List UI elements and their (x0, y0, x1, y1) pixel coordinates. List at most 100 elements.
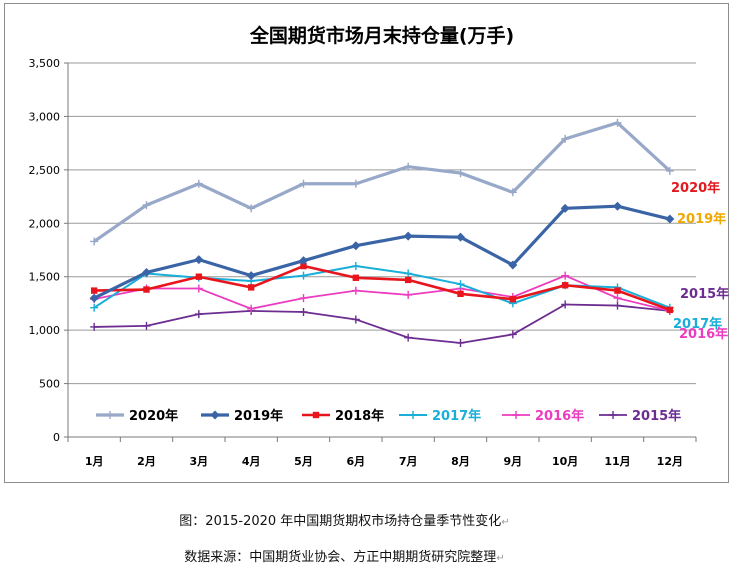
x-tick-label: 6月 (347, 455, 366, 468)
data-point (194, 284, 203, 293)
legend-marker (312, 411, 320, 419)
data-point (299, 271, 308, 280)
data-point (508, 330, 517, 339)
x-tick-label: 8月 (451, 455, 470, 468)
y-tick-label: 2,500 (29, 164, 61, 177)
y-tick-label: 2,000 (29, 217, 61, 230)
data-point (247, 284, 255, 291)
series-line-2015年 (94, 303, 670, 344)
data-point (89, 293, 99, 303)
y-tick-label: 1,500 (29, 271, 61, 284)
data-point (90, 287, 98, 294)
return-mark: ↵ (501, 517, 510, 528)
data-point (509, 295, 517, 303)
x-tick-label: 12月 (657, 455, 683, 468)
data-point (247, 304, 256, 313)
data-point (143, 286, 150, 293)
source-caption-text: 数据来源：中国期货业协会、方正中期期货研究院整理 (184, 550, 497, 565)
y-tick-label: 500 (39, 378, 60, 391)
x-tick-label: 5月 (294, 455, 313, 468)
y-tick-label: 0 (53, 431, 60, 444)
x-tick-label: 10月 (552, 455, 578, 468)
legend-marker (609, 411, 617, 419)
legend-marker (409, 411, 417, 419)
data-point (299, 294, 308, 303)
legend-marker (210, 410, 220, 420)
data-point (142, 201, 151, 210)
data-point (456, 280, 465, 289)
data-point (666, 306, 674, 314)
x-tick-label: 11月 (604, 455, 630, 468)
data-point (247, 204, 256, 213)
legend-marker (512, 411, 520, 419)
data-point (404, 269, 413, 278)
legend-marker (106, 411, 114, 419)
data-point (613, 301, 622, 310)
data-point (404, 162, 413, 171)
data-point (560, 203, 570, 213)
data-point (561, 134, 570, 143)
figure-caption: 图：2015-2020 年中国期货期权市场持仓量季节性变化↵ (0, 510, 714, 529)
data-point (90, 322, 99, 331)
series-line-2018年 (94, 264, 671, 312)
data-point (613, 118, 622, 127)
data-point (508, 188, 517, 197)
data-point (457, 290, 464, 298)
data-point (665, 166, 674, 175)
chart-title: 全国期货市场月末持仓量(万手) (249, 24, 514, 47)
x-tick-label: 9月 (504, 455, 523, 468)
series-line-2016年 (93, 274, 671, 312)
y-tick-label: 3,000 (29, 110, 61, 123)
data-point (352, 274, 360, 281)
data-point (142, 321, 151, 330)
y-tick-label: 1,000 (29, 324, 61, 337)
data-point (404, 276, 412, 284)
series-line-2020年 (93, 121, 671, 243)
return-mark: ↵ (496, 553, 505, 564)
series-end-label: 2017年 (673, 316, 722, 332)
data-point (456, 169, 465, 178)
data-point (403, 231, 413, 241)
legend-label: 2018年 (335, 408, 384, 424)
data-point (300, 262, 307, 270)
data-point (614, 287, 621, 294)
data-point (351, 241, 361, 251)
data-point (90, 303, 99, 312)
data-point (561, 271, 570, 280)
legend-label: 2019年 (234, 408, 283, 424)
chart-frame: 全国期货市场月末持仓量(万手) 0 500 1,000 1,500 2,000 2,500 3… (4, 3, 729, 483)
x-tick-label: 3月 (190, 455, 209, 468)
data-point (613, 294, 622, 303)
legend-label: 2020年 (129, 408, 178, 424)
legend-label: 2016年 (535, 408, 584, 424)
data-point (613, 201, 622, 211)
data-point (194, 255, 204, 265)
data-point (351, 286, 360, 295)
legend-label: 2017年 (432, 408, 481, 424)
data-point (194, 179, 203, 188)
chart-plot: 全国期货市场月末持仓量(万手) 0 500 1,000 1,500 2,000 2,500 3… (29, 24, 730, 468)
data-point (351, 262, 360, 271)
data-point (456, 338, 465, 347)
series-end-label: 2015年 (680, 286, 729, 302)
data-point (299, 179, 308, 188)
x-tick-label: 7月 (399, 455, 418, 468)
x-tick-label: 1月 (85, 455, 104, 468)
data-point (561, 300, 570, 309)
data-point (404, 333, 413, 342)
data-point (508, 260, 518, 270)
series-end-label: 2016年 (679, 326, 728, 342)
x-tick-label: 4月 (242, 455, 261, 468)
series-end-label: 2020年 (671, 180, 720, 196)
data-point (351, 179, 360, 188)
data-point (561, 282, 569, 289)
data-point (194, 310, 203, 319)
data-point (299, 307, 308, 316)
data-point (351, 315, 360, 324)
data-point (456, 232, 465, 242)
data-point (299, 256, 308, 266)
data-point (195, 273, 203, 280)
y-tick-label: 3,500 (29, 57, 61, 70)
data-point (404, 290, 413, 299)
data-point (246, 271, 256, 281)
